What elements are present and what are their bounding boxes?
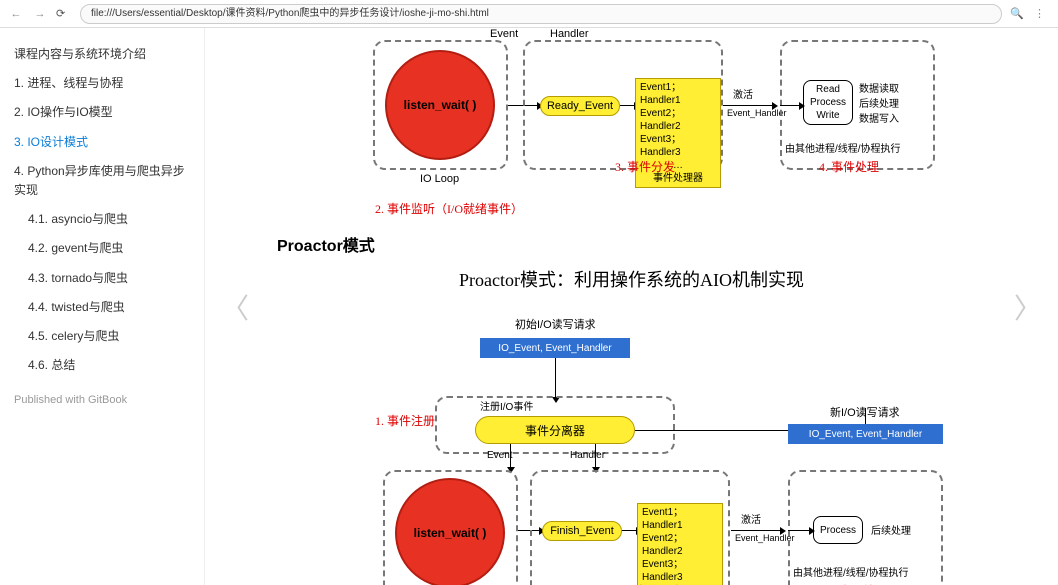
- menu-icon[interactable]: ⋮: [1034, 7, 1050, 20]
- sidebar-item-45[interactable]: 4.5. celery与爬虫: [0, 322, 204, 351]
- url-bar[interactable]: file:///Users/essential/Desktop/课件资料/Pyt…: [80, 4, 1002, 24]
- listen-wait-circle: listen_wait( ): [385, 50, 495, 160]
- browser-toolbar: ← → ⟳ file:///Users/essential/Desktop/课件…: [0, 0, 1058, 28]
- sidebar-item-43[interactable]: 4.3. tornado与爬虫: [0, 264, 204, 293]
- io-event-box-2: IO_Event, Event_Handler: [788, 424, 943, 444]
- register-io-label: 注册I/O事件: [480, 398, 533, 413]
- footnote-4: 4. 事件处理: [819, 158, 879, 175]
- reactor-diagram: Event Handler listen_wait( ) IO Loop Rea…: [275, 28, 988, 218]
- process-side-labels: 数据读取后续处理数据写入: [859, 82, 899, 127]
- io-event-box-1: IO_Event, Event_Handler: [480, 338, 630, 358]
- reload-button[interactable]: ⟳: [56, 7, 72, 20]
- search-icon[interactable]: 🔍: [1010, 7, 1026, 20]
- process-note: 由其他进程/线程/协程执行: [785, 140, 901, 155]
- sidebar-item-46[interactable]: 4.6. 总结: [0, 351, 204, 380]
- arrow-p5: [731, 530, 781, 531]
- process-box-p: Process: [813, 516, 863, 544]
- sidebar-item-4[interactable]: 4. Python异步库使用与爬虫异步实现: [0, 157, 204, 205]
- main-content: Event Handler listen_wait( ) IO Loop Rea…: [265, 28, 998, 585]
- event-handler-label: Event_Handler: [727, 108, 787, 118]
- listen-wait-circle-p: listen_wait( ): [395, 478, 505, 585]
- arrow-p6: [788, 530, 810, 531]
- proactor-title: Proactor模式：利用操作系统的AIO机制实现: [275, 266, 988, 292]
- proactor-diagram: 初始I/O读写请求 IO_Event, Event_Handler 注册I/O事…: [275, 298, 988, 585]
- events-box-p: Event1；Handler1Event2；Handler2Event3；Han…: [637, 503, 723, 585]
- dispatcher-label: 事件分离器: [525, 422, 585, 439]
- sidebar-item-1[interactable]: 1. 进程、线程与协程: [0, 69, 204, 98]
- event-handler-label-p: Event_Handler: [735, 533, 795, 543]
- sidebar-item-2[interactable]: 2. IO操作与IO模型: [0, 98, 204, 127]
- page-body: 课程内容与系统环境介绍 1. 进程、线程与协程 2. IO操作与IO模型 3. …: [0, 28, 1058, 585]
- sidebar-item-42[interactable]: 4.2. gevent与爬虫: [0, 234, 204, 263]
- ioloop-label: IO Loop: [420, 173, 459, 185]
- process-side-p: 后续处理: [871, 522, 911, 537]
- event-label: Event: [490, 28, 518, 40]
- process-note-p: 由其他进程/线程/协程执行: [793, 564, 909, 579]
- dispatcher-pill: 事件分离器: [475, 416, 635, 444]
- sidebar: 课程内容与系统环境介绍 1. 进程、线程与协程 2. IO操作与IO模型 3. …: [0, 28, 205, 585]
- back-button[interactable]: ←: [8, 8, 24, 20]
- forward-button[interactable]: →: [32, 8, 48, 20]
- handler-label-p: Handler: [570, 450, 605, 461]
- arrow-p4: [622, 530, 637, 531]
- activate-label-p: 激活: [741, 511, 761, 526]
- sidebar-item-41[interactable]: 4.1. asyncio与爬虫: [0, 205, 204, 234]
- new-request-label: 新I/O读写请求: [830, 404, 900, 420]
- sidebar-item-intro[interactable]: 课程内容与系统环境介绍: [0, 40, 204, 69]
- io-event-label-1: IO_Event, Event_Handler: [498, 342, 611, 355]
- footnote-3: 3. 事件分发: [615, 158, 675, 175]
- activate-label: 激活: [733, 86, 753, 101]
- footnote-p1: 1. 事件注册: [375, 412, 435, 429]
- arrow-3: [723, 105, 773, 106]
- listen-wait-label: listen_wait( ): [404, 98, 477, 112]
- init-request-label: 初始I/O读写请求: [515, 316, 596, 332]
- arrow-p1: [555, 358, 556, 398]
- sidebar-item-3[interactable]: 3. IO设计模式: [0, 128, 204, 157]
- arrow-4: [780, 105, 800, 106]
- process-box-label-p: Process: [820, 524, 856, 537]
- sidebar-item-44[interactable]: 4.4. twisted与爬虫: [0, 293, 204, 322]
- event-label-p: Event: [487, 450, 513, 461]
- arrow-2: [620, 105, 635, 106]
- next-page-button[interactable]: 〉: [998, 28, 1058, 585]
- prev-page-button[interactable]: 〈: [205, 28, 265, 585]
- listen-wait-label-p: listen_wait( ): [414, 526, 487, 540]
- handler-label: Handler: [550, 28, 589, 40]
- footnote-2: 2. 事件监听（I/O就绪事件）: [375, 200, 523, 217]
- io-event-label-2: IO_Event, Event_Handler: [809, 428, 922, 441]
- published-with: Published with GitBook: [0, 380, 204, 420]
- content-wrap: 〈 Event Handler listen_wait( ) IO Loop R…: [205, 28, 1058, 585]
- process-box: ReadProcessWrite: [803, 80, 853, 125]
- proactor-heading: Proactor模式: [277, 232, 988, 256]
